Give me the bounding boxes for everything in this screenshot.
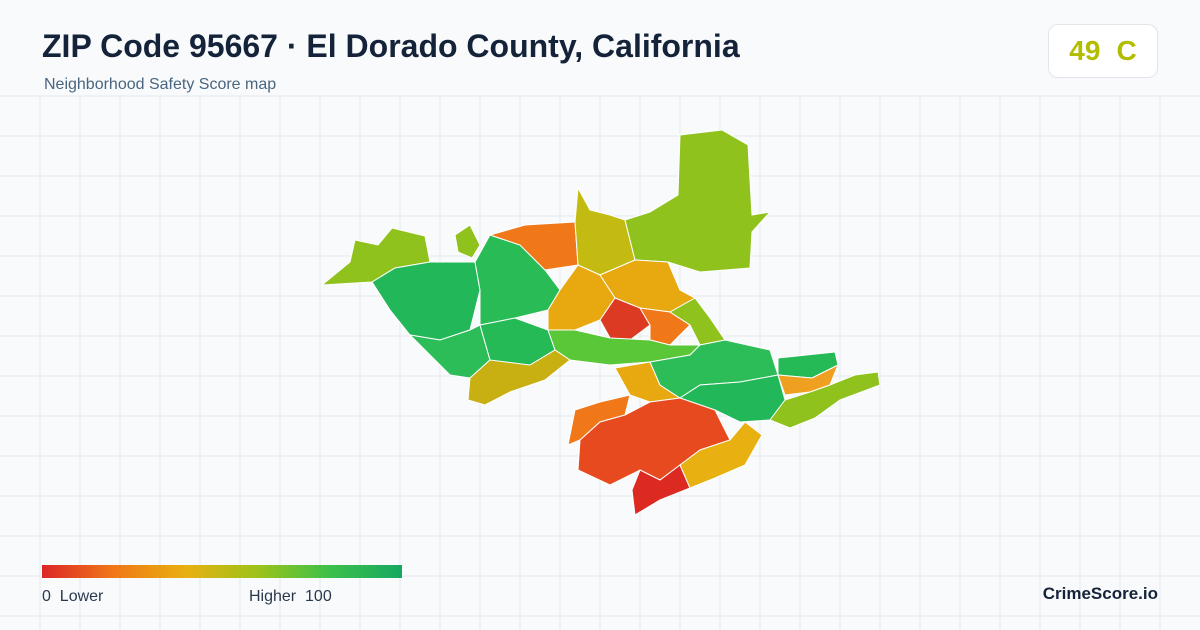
legend-max: Higher 100 [249,588,332,606]
legend-max-value: 100 [305,588,332,605]
area [467,349,571,406]
legend-min-value: 0 [42,588,51,605]
legend-min-label: Lower [59,588,104,605]
area [371,261,481,341]
brand: CrimeScore.io [1042,584,1158,603]
subtitle: Neighborhood Safety Score map [44,76,277,93]
area [631,464,691,516]
score-badge: 49 C [1048,24,1158,78]
area [624,129,772,273]
legend-max-label: Higher [249,588,297,605]
title: ZIP Code 95667 · El Dorado County, Calif… [42,28,740,64]
legend-bar [42,565,402,578]
score-grade: C [1116,35,1137,66]
area [454,224,481,259]
zip-areas [320,129,881,516]
score-value: 49 [1069,35,1101,66]
area [769,371,881,429]
area [679,421,763,489]
legend-min: 0 Lower [42,588,103,606]
area [574,186,636,276]
